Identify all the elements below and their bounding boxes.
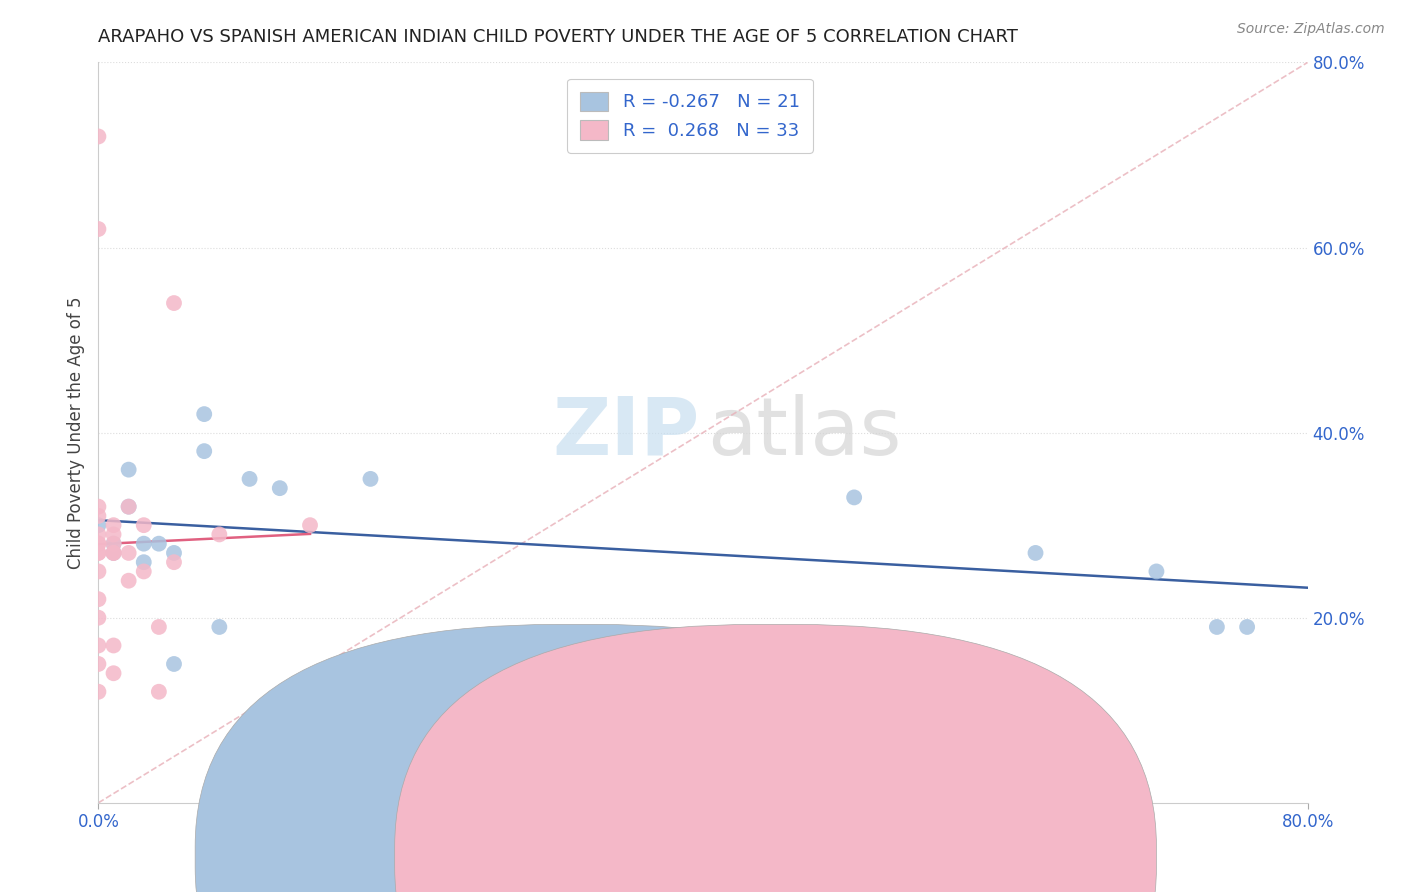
Text: ZIP: ZIP <box>553 393 699 472</box>
Point <box>103 536 125 550</box>
Point <box>132 565 155 579</box>
Point <box>299 518 322 533</box>
Point <box>148 685 170 699</box>
Point <box>269 481 291 495</box>
Point <box>163 555 186 569</box>
Point <box>208 620 231 634</box>
Point <box>1206 620 1229 634</box>
Point <box>360 472 382 486</box>
Legend: R = -0.267   N = 21, R =  0.268   N = 33: R = -0.267 N = 21, R = 0.268 N = 33 <box>567 78 813 153</box>
Point <box>87 546 110 560</box>
Point <box>1024 546 1046 560</box>
Point <box>1236 620 1258 634</box>
Point <box>118 500 141 514</box>
FancyBboxPatch shape <box>195 624 957 892</box>
Point <box>193 444 215 458</box>
Point <box>87 500 110 514</box>
Point <box>87 508 110 523</box>
Point <box>87 592 110 607</box>
FancyBboxPatch shape <box>395 624 1157 892</box>
Point <box>87 639 110 653</box>
Point <box>103 536 125 550</box>
Point <box>239 472 262 486</box>
Point <box>103 546 125 560</box>
Point <box>208 527 231 541</box>
Point <box>103 518 125 533</box>
Point <box>87 610 110 624</box>
Point <box>132 536 155 550</box>
Point <box>103 639 125 653</box>
Y-axis label: Child Poverty Under the Age of 5: Child Poverty Under the Age of 5 <box>66 296 84 569</box>
Point <box>163 546 186 560</box>
Point <box>132 555 155 569</box>
Point <box>87 685 110 699</box>
Point <box>163 296 186 310</box>
Point <box>148 536 170 550</box>
Point <box>118 500 141 514</box>
Point <box>844 491 866 505</box>
Point <box>103 546 125 560</box>
Point <box>193 407 215 421</box>
Text: ARAPAHO VS SPANISH AMERICAN INDIAN CHILD POVERTY UNDER THE AGE OF 5 CORRELATION : ARAPAHO VS SPANISH AMERICAN INDIAN CHILD… <box>98 28 1018 45</box>
Point <box>118 462 141 476</box>
Point <box>103 666 125 681</box>
Point <box>87 657 110 671</box>
Point <box>87 222 110 236</box>
Text: Arapaho: Arapaho <box>606 848 676 866</box>
Point <box>87 518 110 533</box>
Point <box>103 527 125 541</box>
Point <box>148 620 170 634</box>
Point <box>118 546 141 560</box>
Point <box>87 565 110 579</box>
Point <box>87 546 110 560</box>
Point <box>132 518 155 533</box>
Point <box>87 527 110 541</box>
Point <box>87 129 110 144</box>
Point <box>118 574 141 588</box>
Point <box>103 546 125 560</box>
Text: atlas: atlas <box>707 393 901 472</box>
Point <box>87 536 110 550</box>
Text: Spanish American Indians: Spanish American Indians <box>806 848 1021 866</box>
Point <box>87 536 110 550</box>
Text: Source: ZipAtlas.com: Source: ZipAtlas.com <box>1237 22 1385 37</box>
Point <box>163 657 186 671</box>
Point <box>1144 565 1167 579</box>
